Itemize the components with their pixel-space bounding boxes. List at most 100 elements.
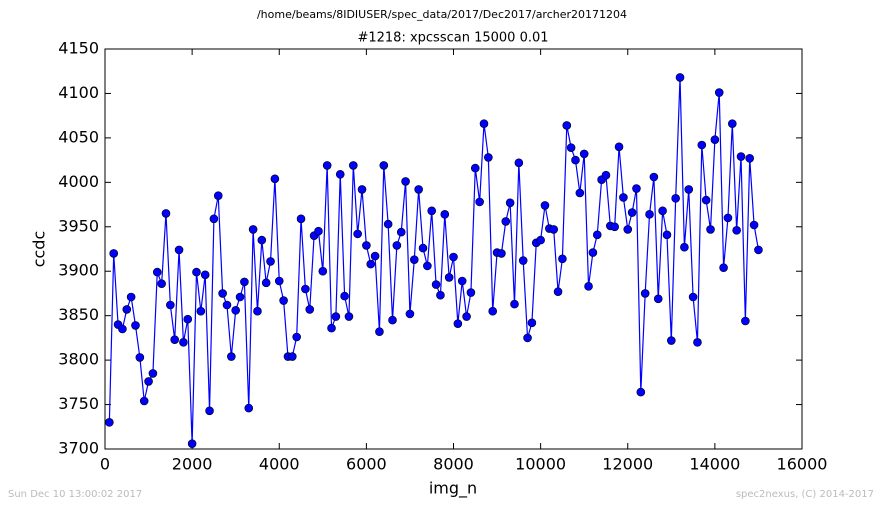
data-point	[409, 255, 419, 264]
data-point	[540, 201, 550, 210]
data-point	[588, 248, 598, 257]
footer-right: spec2nexus, (C) 2014-2017	[736, 489, 874, 500]
x-axis-label: img_n	[429, 479, 477, 499]
y-tick-label: 3800	[58, 350, 99, 369]
data-point	[279, 296, 288, 305]
data-point	[745, 154, 755, 163]
data-point	[479, 119, 489, 128]
data-point	[187, 439, 197, 448]
data-point	[653, 294, 663, 304]
data-point	[183, 314, 193, 324]
data-point	[497, 249, 506, 258]
data-point	[144, 377, 153, 386]
data-point	[179, 338, 188, 347]
data-point	[736, 152, 746, 161]
y-tick-label: 4050	[58, 127, 99, 146]
data-point	[131, 321, 140, 330]
data-point	[436, 290, 445, 300]
data-point	[649, 172, 659, 182]
data-point	[484, 153, 493, 162]
y-tick-label: 3900	[58, 261, 99, 280]
data-point	[697, 140, 707, 150]
data-point	[240, 277, 249, 287]
data-point	[248, 225, 258, 234]
data-point	[693, 338, 702, 347]
data-point	[327, 323, 336, 333]
data-point	[192, 267, 201, 277]
data-point	[244, 403, 254, 413]
data-point	[579, 149, 589, 159]
data-point	[645, 210, 654, 219]
data-point	[610, 222, 619, 232]
data-point	[671, 194, 680, 203]
data-point	[161, 209, 171, 218]
data-point	[353, 229, 362, 239]
y-tick-label: 3700	[58, 439, 99, 458]
data-point	[619, 193, 628, 202]
data-point	[209, 214, 219, 224]
data-point	[218, 289, 227, 298]
data-point	[152, 267, 162, 277]
data-point	[701, 195, 711, 205]
data-point	[423, 261, 432, 271]
x-tick-label: 14000	[689, 455, 740, 474]
data-point	[349, 161, 358, 170]
y-axis-label: ccdc	[30, 231, 49, 268]
data-point	[527, 318, 537, 328]
data-point	[292, 332, 301, 342]
data-point	[457, 276, 467, 286]
data-point	[344, 312, 354, 321]
data-point	[510, 299, 519, 309]
data-point	[667, 336, 676, 345]
data-point	[714, 88, 724, 97]
data-point	[396, 227, 406, 237]
data-point	[148, 369, 158, 378]
data-point	[558, 254, 567, 264]
data-point	[261, 278, 271, 288]
data-point	[727, 119, 737, 128]
data-point	[388, 315, 397, 325]
y-tick-label: 3850	[58, 305, 99, 324]
data-point	[475, 197, 484, 207]
series-line	[108, 77, 760, 444]
data-point	[340, 291, 349, 301]
data-point	[470, 163, 480, 173]
data-point	[335, 170, 345, 179]
data-point	[253, 306, 262, 316]
data-point	[357, 185, 367, 194]
data-point	[170, 335, 179, 344]
data-point	[322, 161, 332, 170]
data-point	[166, 300, 175, 310]
data-point	[314, 226, 323, 236]
data-point	[270, 174, 280, 184]
data-point	[392, 241, 402, 250]
data-point	[431, 280, 441, 289]
data-point	[418, 243, 428, 253]
data-point	[105, 418, 114, 427]
data-point	[109, 249, 119, 258]
data-point	[370, 251, 380, 261]
x-tick-label: 8000	[433, 455, 474, 474]
x-tick-label: 0	[100, 455, 110, 474]
data-point	[449, 252, 458, 262]
chart-title: #1218: xpcsscan 15000 0.01	[357, 31, 548, 46]
data-point	[614, 142, 624, 152]
data-point	[719, 263, 728, 272]
data-point	[379, 161, 389, 170]
data-point	[157, 279, 166, 288]
footer-left: Sun Dec 10 13:00:02 2017	[8, 489, 142, 500]
x-tick-label: 10000	[515, 455, 566, 474]
data-point	[305, 305, 315, 314]
data-point	[288, 352, 297, 361]
data-point	[754, 245, 763, 255]
data-point	[222, 300, 232, 310]
data-point	[231, 306, 240, 315]
data-point	[518, 256, 528, 265]
data-point	[523, 333, 532, 343]
y-tick-label: 4000	[58, 172, 99, 191]
data-point	[601, 170, 611, 180]
data-point	[675, 73, 685, 82]
data-point	[196, 306, 206, 316]
data-point	[584, 282, 593, 291]
data-point	[405, 309, 415, 319]
